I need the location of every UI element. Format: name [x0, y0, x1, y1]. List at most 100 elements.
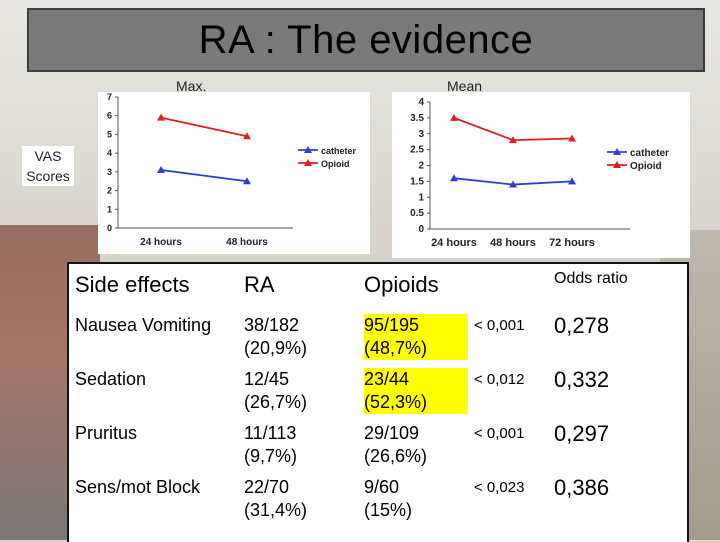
- row-odds-ratio-text: 0,332: [554, 367, 610, 392]
- row-ra-value-text: 11/113: [244, 423, 297, 443]
- chart-max-title: Max.: [176, 78, 207, 94]
- row-p-value-text: < 0,001: [474, 425, 525, 442]
- data-point-opioid: [157, 113, 165, 121]
- row-odds-ratio: 0,297: [554, 422, 609, 445]
- legend-marker: [304, 159, 312, 166]
- y-tick-label: 0: [107, 223, 112, 233]
- data-point-catheter: [450, 174, 458, 182]
- y-tick-label: 4: [107, 148, 112, 158]
- row-effect-text: Pruritus: [75, 423, 138, 443]
- y-tick-label: 3: [107, 167, 112, 177]
- y-tick-label: 1.5: [410, 176, 424, 187]
- row-ra-value-text: (9,7%): [244, 446, 298, 466]
- legend-label: Opioid: [321, 159, 350, 169]
- title-banner: RA : The evidence: [27, 8, 705, 72]
- row-effect: Pruritus: [75, 422, 137, 445]
- row-ra-value-text: (20,9%): [244, 338, 308, 358]
- legend-label: catheter: [630, 148, 669, 159]
- legend-label: catheter: [321, 146, 357, 156]
- data-point-catheter: [568, 177, 576, 185]
- data-point-catheter: [509, 180, 517, 188]
- row-ra-value-text: 38/182: [244, 315, 300, 335]
- row-opioid-value-text: (52,3%): [364, 392, 428, 412]
- row-opioid-value: 9/60 (15%): [364, 476, 468, 522]
- y-tick-label: 2: [107, 186, 112, 196]
- y-tick-label: 3.5: [410, 113, 424, 124]
- slide-title: RA : The evidence: [198, 17, 534, 62]
- row-opioid-value-text: (15%): [364, 500, 413, 520]
- legend-marker: [304, 146, 312, 153]
- x-tick-label: 72 hours: [549, 237, 595, 249]
- y-tick-label: 0.5: [410, 208, 424, 219]
- vas-label-line2: Scores: [26, 168, 70, 184]
- data-point-opioid: [450, 113, 458, 121]
- header-opioids: Opioids: [364, 272, 439, 297]
- row-p-value: < 0,001: [474, 422, 524, 445]
- row-odds-ratio: 0,386: [554, 476, 609, 499]
- vas-label-line1: VAS: [34, 148, 62, 164]
- y-tick-label: 4: [418, 97, 424, 108]
- row-odds-ratio-text: 0,278: [554, 313, 610, 338]
- x-tick-label: 24 hours: [431, 237, 477, 249]
- y-tick-label: 2: [418, 161, 424, 172]
- header-odds-ratio: Odds ratio: [554, 270, 628, 287]
- row-opioid-value: 23/44 (52,3%): [364, 368, 468, 414]
- mean-chart-svg: 0 0.5 1 1.5 2 2.5 3 3.5 4 24 hours 48 hours 72 hour…: [410, 97, 669, 249]
- x-tick-label: 24 hours: [140, 237, 182, 248]
- header-ra: RA: [244, 272, 275, 297]
- series-line-catheter: [160, 169, 248, 183]
- y-tick-label: 6: [107, 111, 112, 121]
- row-p-value: < 0,001: [474, 314, 524, 337]
- y-tick-label: 7: [107, 92, 112, 102]
- y-tick-label: 5: [107, 129, 112, 139]
- y-tick-label: 3: [418, 129, 424, 140]
- row-ra-value-text: (31,4%): [244, 500, 308, 520]
- data-point-opioid: [509, 136, 517, 144]
- chart-mean-title: Mean: [447, 78, 483, 94]
- row-odds-ratio-text: 0,386: [554, 475, 610, 500]
- legend-marker: [613, 161, 621, 168]
- vas-scores-label: VAS Scores: [22, 146, 74, 186]
- legend-marker: [613, 148, 621, 155]
- y-tick-label: 0: [418, 224, 424, 235]
- row-effect: Sens/mot Block: [75, 476, 200, 499]
- data-point-catheter: [157, 165, 165, 173]
- x-tick-label: 48 hours: [490, 237, 536, 249]
- row-ra-value-text: (26,7%): [244, 392, 308, 412]
- row-effect-text: Nausea Vomiting: [75, 315, 212, 335]
- row-p-value-text: < 0,001: [474, 317, 525, 334]
- row-effect-text: Sens/mot Block: [75, 477, 201, 497]
- mean-chart: 0 0.5 1 1.5 2 2.5 3 3.5 4 24 hours 48 hours 72 hour…: [392, 92, 690, 258]
- row-opioid-value-text: 29/109: [364, 423, 420, 443]
- row-opioid-value-text: (26,6%): [364, 446, 428, 466]
- data-point-opioid: [568, 134, 576, 142]
- row-ra-value: 12/45 (26,7%): [244, 368, 307, 414]
- y-tick-label: 2.5: [410, 145, 424, 156]
- row-odds-ratio: 0,278: [554, 314, 609, 337]
- row-ra-value: 38/182 (20,9%): [244, 314, 307, 360]
- row-opioid-value-text: 9/60: [364, 477, 400, 497]
- row-ra-value: 11/113 (9,7%): [244, 422, 297, 468]
- series-line-opioid: [160, 116, 248, 138]
- row-opioid-value-text: (48,7%): [364, 338, 428, 358]
- data-point-opioid: [243, 132, 251, 140]
- row-opioid-value-text: 23/44: [364, 369, 410, 389]
- row-opioid-value: 29/109 (26,6%): [364, 422, 468, 468]
- legend-label: Opioid: [630, 161, 662, 172]
- max-chart: 0 1 2 3 4 5 6 7 24 hours 48 hours catheter Opioid: [98, 92, 370, 254]
- row-p-value: < 0,012: [474, 368, 524, 391]
- y-tick-label: 1: [418, 192, 424, 203]
- x-tick-label: 48 hours: [226, 237, 268, 248]
- row-p-value-text: < 0,023: [474, 479, 525, 496]
- row-opioid-value-text: 95/195: [364, 315, 420, 335]
- side-effects-table: Side effects RA Opioids Odds ratio Nause…: [67, 262, 689, 542]
- row-effect: Sedation: [75, 368, 146, 391]
- row-p-value-text: < 0,012: [474, 371, 525, 388]
- y-tick-label: 1: [107, 204, 112, 214]
- max-chart-svg: 0 1 2 3 4 5 6 7 24 hours 48 hours catheter Opioid: [107, 92, 357, 248]
- header-side-effects: Side effects: [75, 272, 190, 297]
- row-ra-value-text: 22/70: [244, 477, 290, 497]
- row-ra-value: 22/70 (31,4%): [244, 476, 307, 522]
- row-opioid-value: 95/195 (48,7%): [364, 314, 468, 360]
- row-effect-text: Sedation: [75, 369, 147, 389]
